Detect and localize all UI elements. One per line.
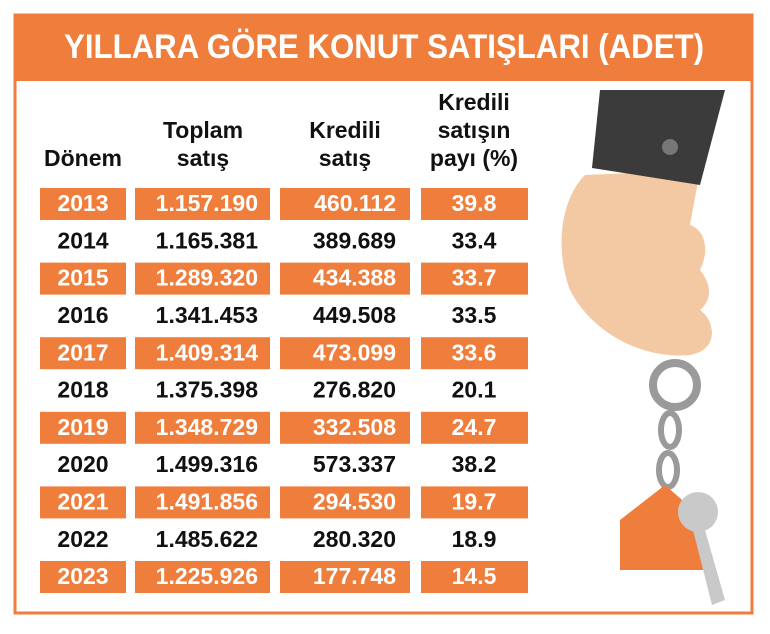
cell-background bbox=[40, 411, 126, 444]
cell: 2023 bbox=[57, 563, 108, 589]
cell-background bbox=[421, 411, 528, 444]
cell: 2019 bbox=[57, 414, 108, 440]
cell: 19.7 bbox=[452, 488, 497, 514]
cell: 1.375.398 bbox=[156, 377, 259, 403]
cell: 1.165.381 bbox=[156, 227, 259, 253]
cell-background bbox=[135, 262, 270, 295]
cell: 449.508 bbox=[313, 302, 396, 328]
cell: 2017 bbox=[57, 339, 108, 365]
cell: 1.348.729 bbox=[156, 414, 258, 440]
cell: 14.5 bbox=[452, 563, 497, 589]
cell: 18.9 bbox=[452, 526, 497, 552]
column-header: satış bbox=[177, 145, 229, 171]
cell: 473.099 bbox=[313, 339, 396, 365]
cell-background bbox=[421, 561, 528, 593]
cell-background bbox=[40, 561, 126, 593]
cell: 2018 bbox=[57, 377, 108, 403]
cell-background bbox=[135, 411, 270, 444]
cell-background bbox=[40, 188, 126, 220]
cell: 460.112 bbox=[314, 190, 396, 216]
cell: 2022 bbox=[57, 526, 108, 552]
cell-background bbox=[421, 188, 528, 220]
cell-background bbox=[40, 262, 126, 295]
cell-background bbox=[280, 262, 410, 295]
cell-background bbox=[421, 486, 528, 519]
cell: 33.7 bbox=[452, 265, 497, 291]
cell: 2014 bbox=[57, 227, 108, 253]
column-header: satışın bbox=[438, 117, 511, 143]
cell: 177.748 bbox=[313, 563, 396, 589]
cell: 1.409.314 bbox=[156, 339, 259, 365]
cell-background bbox=[421, 337, 528, 370]
cell-background bbox=[280, 337, 410, 370]
cell: 38.2 bbox=[452, 451, 497, 477]
cell-background bbox=[280, 188, 410, 220]
column-header: payı (%) bbox=[430, 145, 518, 171]
column-header: Toplam bbox=[163, 117, 243, 143]
cell: 2016 bbox=[57, 302, 108, 328]
cell: 573.337 bbox=[313, 451, 396, 477]
cell: 1.491.856 bbox=[156, 488, 258, 514]
cell: 2021 bbox=[57, 488, 108, 514]
cell: 1.225.926 bbox=[156, 563, 258, 589]
cell-background bbox=[421, 262, 528, 295]
cell-background bbox=[280, 561, 410, 593]
cell: 2020 bbox=[57, 451, 108, 477]
column-header: Dönem bbox=[44, 145, 122, 171]
cell: 434.388 bbox=[313, 265, 396, 291]
title-banner bbox=[15, 15, 752, 81]
cell: 1.341.453 bbox=[156, 302, 258, 328]
cell: 280.320 bbox=[313, 526, 396, 552]
cell-background bbox=[280, 486, 410, 519]
cell: 332.508 bbox=[313, 414, 396, 440]
cell: 33.5 bbox=[452, 302, 497, 328]
cell: 33.4 bbox=[452, 227, 497, 253]
cell-background bbox=[135, 561, 270, 593]
cell: 1.289.320 bbox=[156, 265, 258, 291]
cell: 24.7 bbox=[452, 414, 497, 440]
hand-illustration bbox=[561, 90, 725, 605]
column-header: Kredili bbox=[309, 117, 381, 143]
column-header: Kredili bbox=[438, 89, 510, 115]
cell-background bbox=[40, 337, 126, 370]
cell-background bbox=[135, 486, 270, 519]
cell: 294.530 bbox=[313, 488, 396, 514]
cell-background bbox=[135, 337, 270, 370]
cell-background bbox=[135, 188, 270, 220]
column-header: satış bbox=[319, 145, 371, 171]
cell: 2013 bbox=[57, 190, 108, 216]
cell: 389.689 bbox=[313, 227, 396, 253]
title: YILLARA GÖRE KONUT SATIŞLARI (ADET) bbox=[64, 28, 704, 66]
cell: 1.157.190 bbox=[156, 190, 258, 216]
cell: 20.1 bbox=[452, 377, 497, 403]
cell: 276.820 bbox=[313, 377, 396, 403]
cell: 1.485.622 bbox=[156, 526, 258, 552]
cell: 2015 bbox=[57, 265, 108, 291]
cell-background bbox=[280, 411, 410, 444]
cell: 33.6 bbox=[452, 339, 497, 365]
cell-background bbox=[40, 486, 126, 519]
cell: 1.499.316 bbox=[156, 451, 258, 477]
cell: 39.8 bbox=[452, 190, 497, 216]
